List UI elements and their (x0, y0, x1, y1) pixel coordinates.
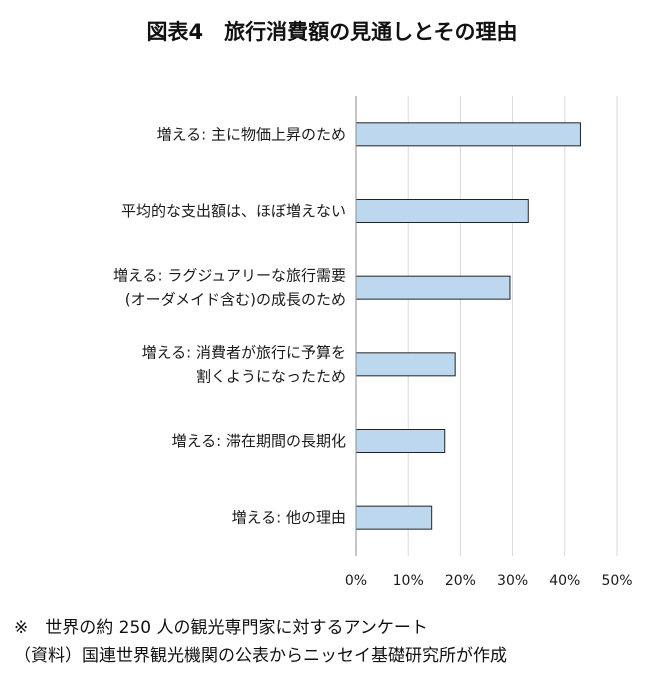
x-tick-label: 20% (445, 573, 476, 589)
x-tick-label: 0% (345, 573, 367, 589)
category-label: 割くようになったため (196, 367, 346, 385)
bar (355, 275, 511, 300)
category-label: (オーダメイド含む)の成長のため (125, 291, 346, 309)
chart-title: 図表4 旅行消費額の見通しとその理由 (146, 20, 518, 44)
category-label: 増える: 他の理由 (232, 509, 346, 527)
category-label: 増える: 主に物価上昇のため (157, 125, 346, 143)
category-label: 増える: 滞在期間の長期化 (172, 432, 346, 450)
bar (355, 352, 456, 377)
category-label: 平均的な支出額は、ほぼ増えない (121, 202, 346, 220)
bar (355, 505, 433, 530)
x-tick-label: 10% (393, 573, 424, 589)
bar (355, 199, 529, 223)
x-tick-label: 30% (497, 573, 528, 589)
survey-note: ※ 世界の約 250 人の観光専門家に対するアンケート (14, 618, 428, 638)
bar (355, 429, 446, 453)
source-note: （資料）国連世界観光機関の公表からニッセイ基礎研究所が作成 (14, 646, 507, 666)
x-tick-label: 50% (601, 573, 632, 589)
bar (355, 122, 581, 147)
category-label: 増える: ラグジュアリーな旅行需要 (113, 267, 346, 285)
x-tick-label: 40% (549, 573, 580, 589)
category-label: 増える: 消費者が旅行に予算を (142, 343, 346, 361)
